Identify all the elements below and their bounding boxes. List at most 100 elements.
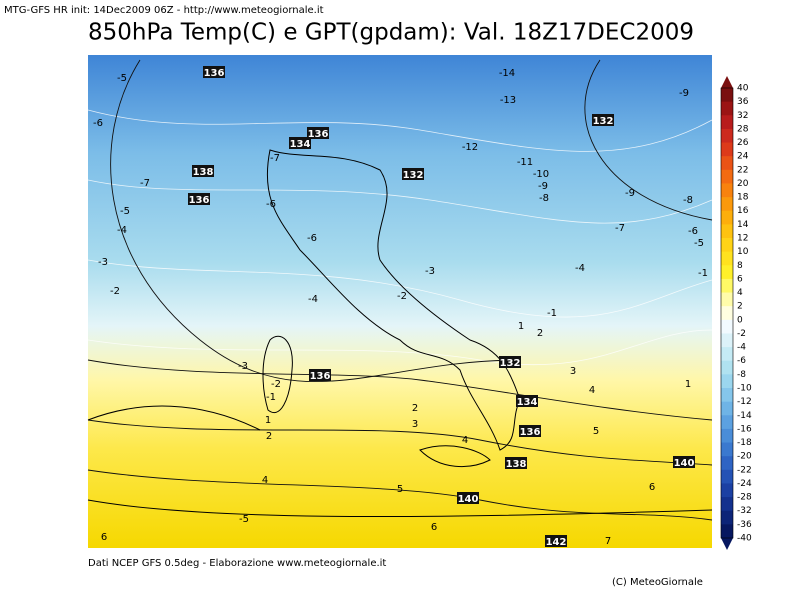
temperature-label: -10 [533, 169, 549, 180]
colorbar-label: 2 [737, 302, 743, 312]
colorbar-segment [721, 156, 733, 171]
colorbar-segment [721, 128, 733, 144]
temperature-label: -7 [615, 223, 625, 234]
temperature-label: -8 [683, 195, 693, 206]
colorbar-segment [721, 319, 733, 334]
temperature-label: -4 [575, 263, 585, 274]
height-label-box [307, 127, 329, 139]
colorbar-label: 16 [737, 206, 749, 216]
colorbar-label: 18 [737, 193, 749, 203]
init-text: MTG-GFS HR init: 14Dec2009 06Z - http://… [4, 5, 324, 16]
colorbar-label: 36 [737, 97, 749, 107]
colorbar-segment [721, 224, 733, 239]
colorbar-segment [721, 142, 733, 157]
temperature-label: 4 [589, 385, 595, 396]
colorbar-segment [721, 101, 733, 116]
colorbar-segment [721, 251, 733, 266]
colorbar-label: -22 [737, 465, 752, 475]
colorbar-label: 28 [737, 124, 749, 134]
colorbar-label: 22 [737, 165, 748, 175]
colorbar-label: -2 [737, 329, 746, 339]
colorbar-label: 6 [737, 274, 743, 284]
temperature-label: -5 [117, 73, 127, 84]
temperature-label: -11 [517, 157, 533, 168]
temperature-label: 5 [593, 426, 599, 437]
colorbar-label: -18 [737, 438, 752, 448]
colorbar-segment [721, 292, 733, 307]
temperature-label: -3 [98, 257, 108, 268]
temperature-label: 6 [649, 482, 655, 493]
colorbar-label: -6 [737, 356, 746, 366]
height-label: 136 [520, 427, 541, 438]
temperature-label: -6 [93, 118, 103, 129]
temperature-label: -6 [307, 233, 317, 244]
temperature-label: 3 [570, 366, 576, 377]
colorbar-label: -36 [737, 520, 752, 530]
height-label: 140 [458, 494, 479, 505]
colorbar-label: -20 [737, 452, 752, 462]
height-label: 140 [674, 458, 695, 469]
colorbar-segment [721, 497, 733, 512]
height-label: 132 [403, 170, 424, 181]
temperature-label: 6 [101, 532, 107, 543]
colorbar-label: 14 [737, 220, 749, 230]
temperature-label: -6 [266, 199, 276, 210]
temperature-label: -1 [266, 392, 276, 403]
temperature-label: -5 [239, 514, 249, 525]
colorbar-label: 0 [737, 315, 743, 325]
temperature-label: 2 [412, 403, 418, 414]
height-label: 132 [500, 358, 521, 369]
temperature-label: -2 [110, 286, 120, 297]
height-label-box [402, 168, 424, 180]
temperature-label: 5 [397, 484, 403, 495]
isotherms [87, 109, 713, 366]
colorbar-label: -24 [737, 479, 752, 489]
temperature-label: -2 [397, 291, 407, 302]
height-label: 142 [546, 537, 567, 548]
temperature-label: -14 [499, 68, 515, 79]
colorbar-segment [721, 115, 733, 130]
colorbar-segment [721, 88, 733, 103]
temperature-label: -7 [270, 153, 280, 164]
temperature-label: -5 [120, 206, 130, 217]
colorbar-segment [721, 374, 733, 389]
colorbar-segment [721, 183, 733, 198]
temperature-label: 1 [265, 415, 271, 426]
temperature-label: 1 [685, 379, 691, 390]
colorbar-segment [721, 483, 733, 498]
height-label: 138 [506, 459, 527, 470]
temperature-label: 4 [262, 475, 268, 486]
height-label-box [192, 165, 214, 177]
height-label-box [499, 356, 521, 368]
temperature-label: -9 [625, 188, 635, 199]
height-label-box [457, 492, 479, 504]
temperature-label: 3 [412, 419, 418, 430]
colorbar-label: -10 [737, 384, 752, 394]
height-label-box [673, 456, 695, 468]
height-label: 136 [204, 68, 225, 79]
height-label: 132 [593, 116, 614, 127]
colorbar-label: 12 [737, 234, 748, 244]
height-label-box [289, 137, 311, 149]
credit-text: (C) MeteoGiornale [612, 577, 703, 588]
colorbar-segment [721, 469, 733, 484]
colorbar-label: 26 [737, 138, 749, 148]
colorbar-label: -16 [737, 424, 752, 434]
height-label-box [505, 457, 527, 469]
temperature-label: -12 [462, 142, 478, 153]
temperature-label: -3 [238, 361, 248, 372]
colorbar-cap [721, 538, 733, 550]
colorbar-segment [721, 510, 733, 525]
colorbar-segment [721, 415, 733, 430]
colorbar-label: 4 [737, 288, 743, 298]
colorbar-label: -14 [737, 411, 752, 421]
colorbar-label: -32 [737, 506, 752, 516]
temperature-label: -1 [547, 308, 557, 319]
colorbar-segment [721, 197, 733, 212]
colorbar-segment [721, 265, 733, 280]
height-label-box [188, 193, 210, 205]
height-label-box [203, 66, 225, 78]
temperature-label: -9 [679, 88, 689, 99]
colorbar-segment [721, 456, 733, 471]
colorbar-label: -8 [737, 370, 746, 380]
